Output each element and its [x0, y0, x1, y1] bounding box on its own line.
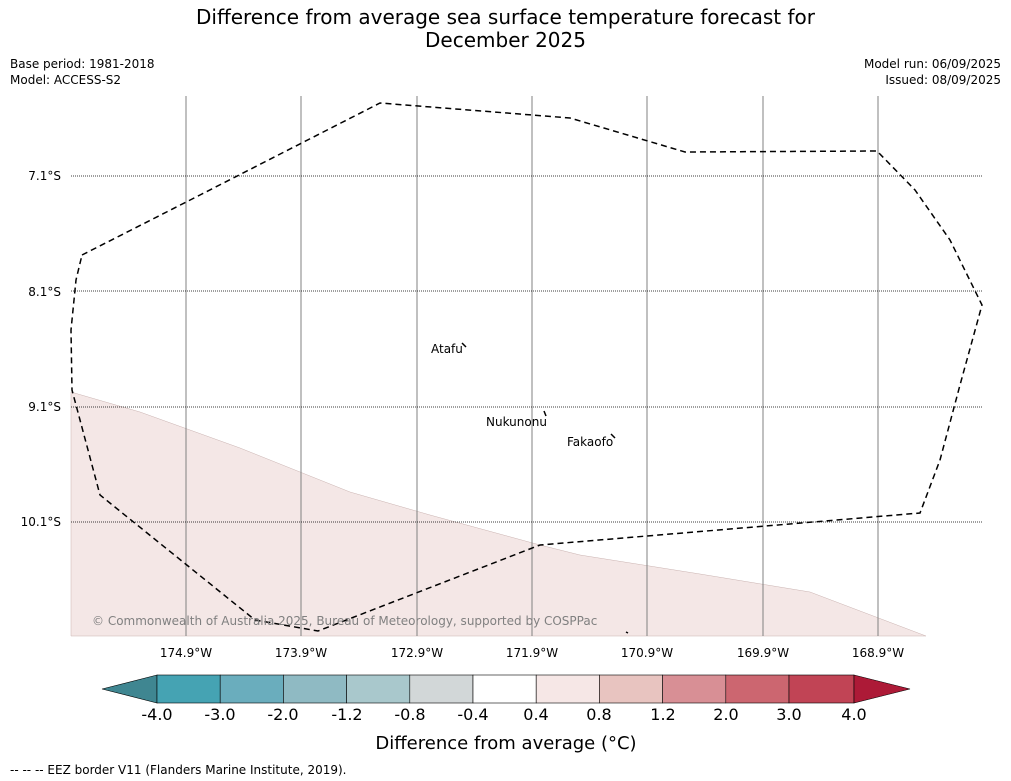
meta-left: Base period: 1981-2018 Model: ACCESS-S2	[10, 56, 155, 88]
colorbar-tick-12: 4.0	[841, 705, 867, 724]
lon-label-6: 169.9°W	[736, 646, 790, 660]
lon-label-5: 170.9°W	[620, 646, 674, 660]
model-run: Model run: 06/09/2025	[863, 57, 1001, 71]
colorbar-bin-8	[599, 674, 663, 704]
colorbar-arrow-low	[101, 674, 158, 704]
colorbar-bin-7	[535, 674, 600, 704]
colorbar-tick-8: 0.8	[586, 705, 612, 724]
issued-date: Issued: 08/09/2025	[885, 73, 1001, 87]
colorbar-bin-5	[409, 674, 474, 704]
model-name: Model: ACCESS-S2	[10, 73, 122, 87]
copyright-notice: © Commonwealth of Australia 2025, Bureau…	[92, 614, 598, 628]
title-line-1: Difference from average sea surface temp…	[195, 5, 815, 29]
lat-label-2: 8.1°S	[28, 285, 61, 299]
eez-legend-footnote: -- -- -- EEZ border V11 (Flanders Marine…	[10, 763, 347, 777]
fakaofo-island	[610, 433, 616, 439]
island-marks	[461, 342, 629, 634]
colorbar-bin-6	[472, 674, 537, 704]
lat-label-3: 9.1°S	[28, 400, 61, 414]
colorbar-bin-2	[219, 674, 284, 704]
lat-label-4: 10.1°S	[20, 515, 61, 529]
lon-label-4: 171.9°W	[505, 646, 559, 660]
lon-label-2: 173.9°W	[274, 646, 328, 660]
meta-right: Model run: 06/09/2025 Issued: 08/09/2025	[864, 56, 1001, 88]
place-nukunonu: Nukunonu	[486, 415, 547, 429]
place-atafu: Atafu	[431, 342, 463, 356]
colorbar-bin-1	[156, 674, 221, 704]
colorbar-bin-9	[662, 674, 727, 704]
colorbar-bin-11	[788, 674, 855, 704]
colorbar-tick-10: 2.0	[713, 705, 739, 724]
colorbar-tick-2: -3.0	[204, 705, 236, 724]
swains-island	[625, 631, 629, 634]
nukunonu-island	[543, 410, 547, 417]
anomaly-shading	[70, 391, 927, 637]
colorbar-tick-5: -0.8	[394, 705, 426, 724]
colorbar-tick-9: 1.2	[650, 705, 676, 724]
base-period: Base period: 1981-2018	[10, 57, 155, 71]
map-canvas	[70, 96, 983, 637]
colorbar-bin-10	[725, 674, 790, 704]
colorbar-tick-4: -1.2	[331, 705, 363, 724]
eez-border	[70, 102, 983, 632]
map-title: Difference from average sea surface temp…	[0, 6, 1011, 52]
lat-label-1: 7.1°S	[28, 169, 61, 183]
colorbar-tick-3: -2.0	[267, 705, 299, 724]
colorbar-tick-6: -0.4	[457, 705, 489, 724]
colorbar-label: Difference from average (°C)	[375, 733, 637, 754]
title-line-2: December 2025	[425, 28, 586, 52]
colorbar-tick-11: 3.0	[776, 705, 802, 724]
colorbar-arrow-high	[853, 674, 911, 704]
longitude-gridlines	[185, 96, 879, 636]
place-fakaofo: Fakaofo	[567, 435, 614, 449]
atafu-island	[461, 342, 467, 348]
lon-label-3: 172.9°W	[390, 646, 444, 660]
lon-label-7: 168.9°W	[851, 646, 905, 660]
lon-label-1: 174.9°W	[159, 646, 213, 660]
colorbar-bin-4	[346, 674, 411, 704]
colorbar-bin-3	[283, 674, 347, 704]
colorbar-tick-1: -4.0	[141, 705, 173, 724]
colorbar-tick-7: 0.4	[523, 705, 549, 724]
